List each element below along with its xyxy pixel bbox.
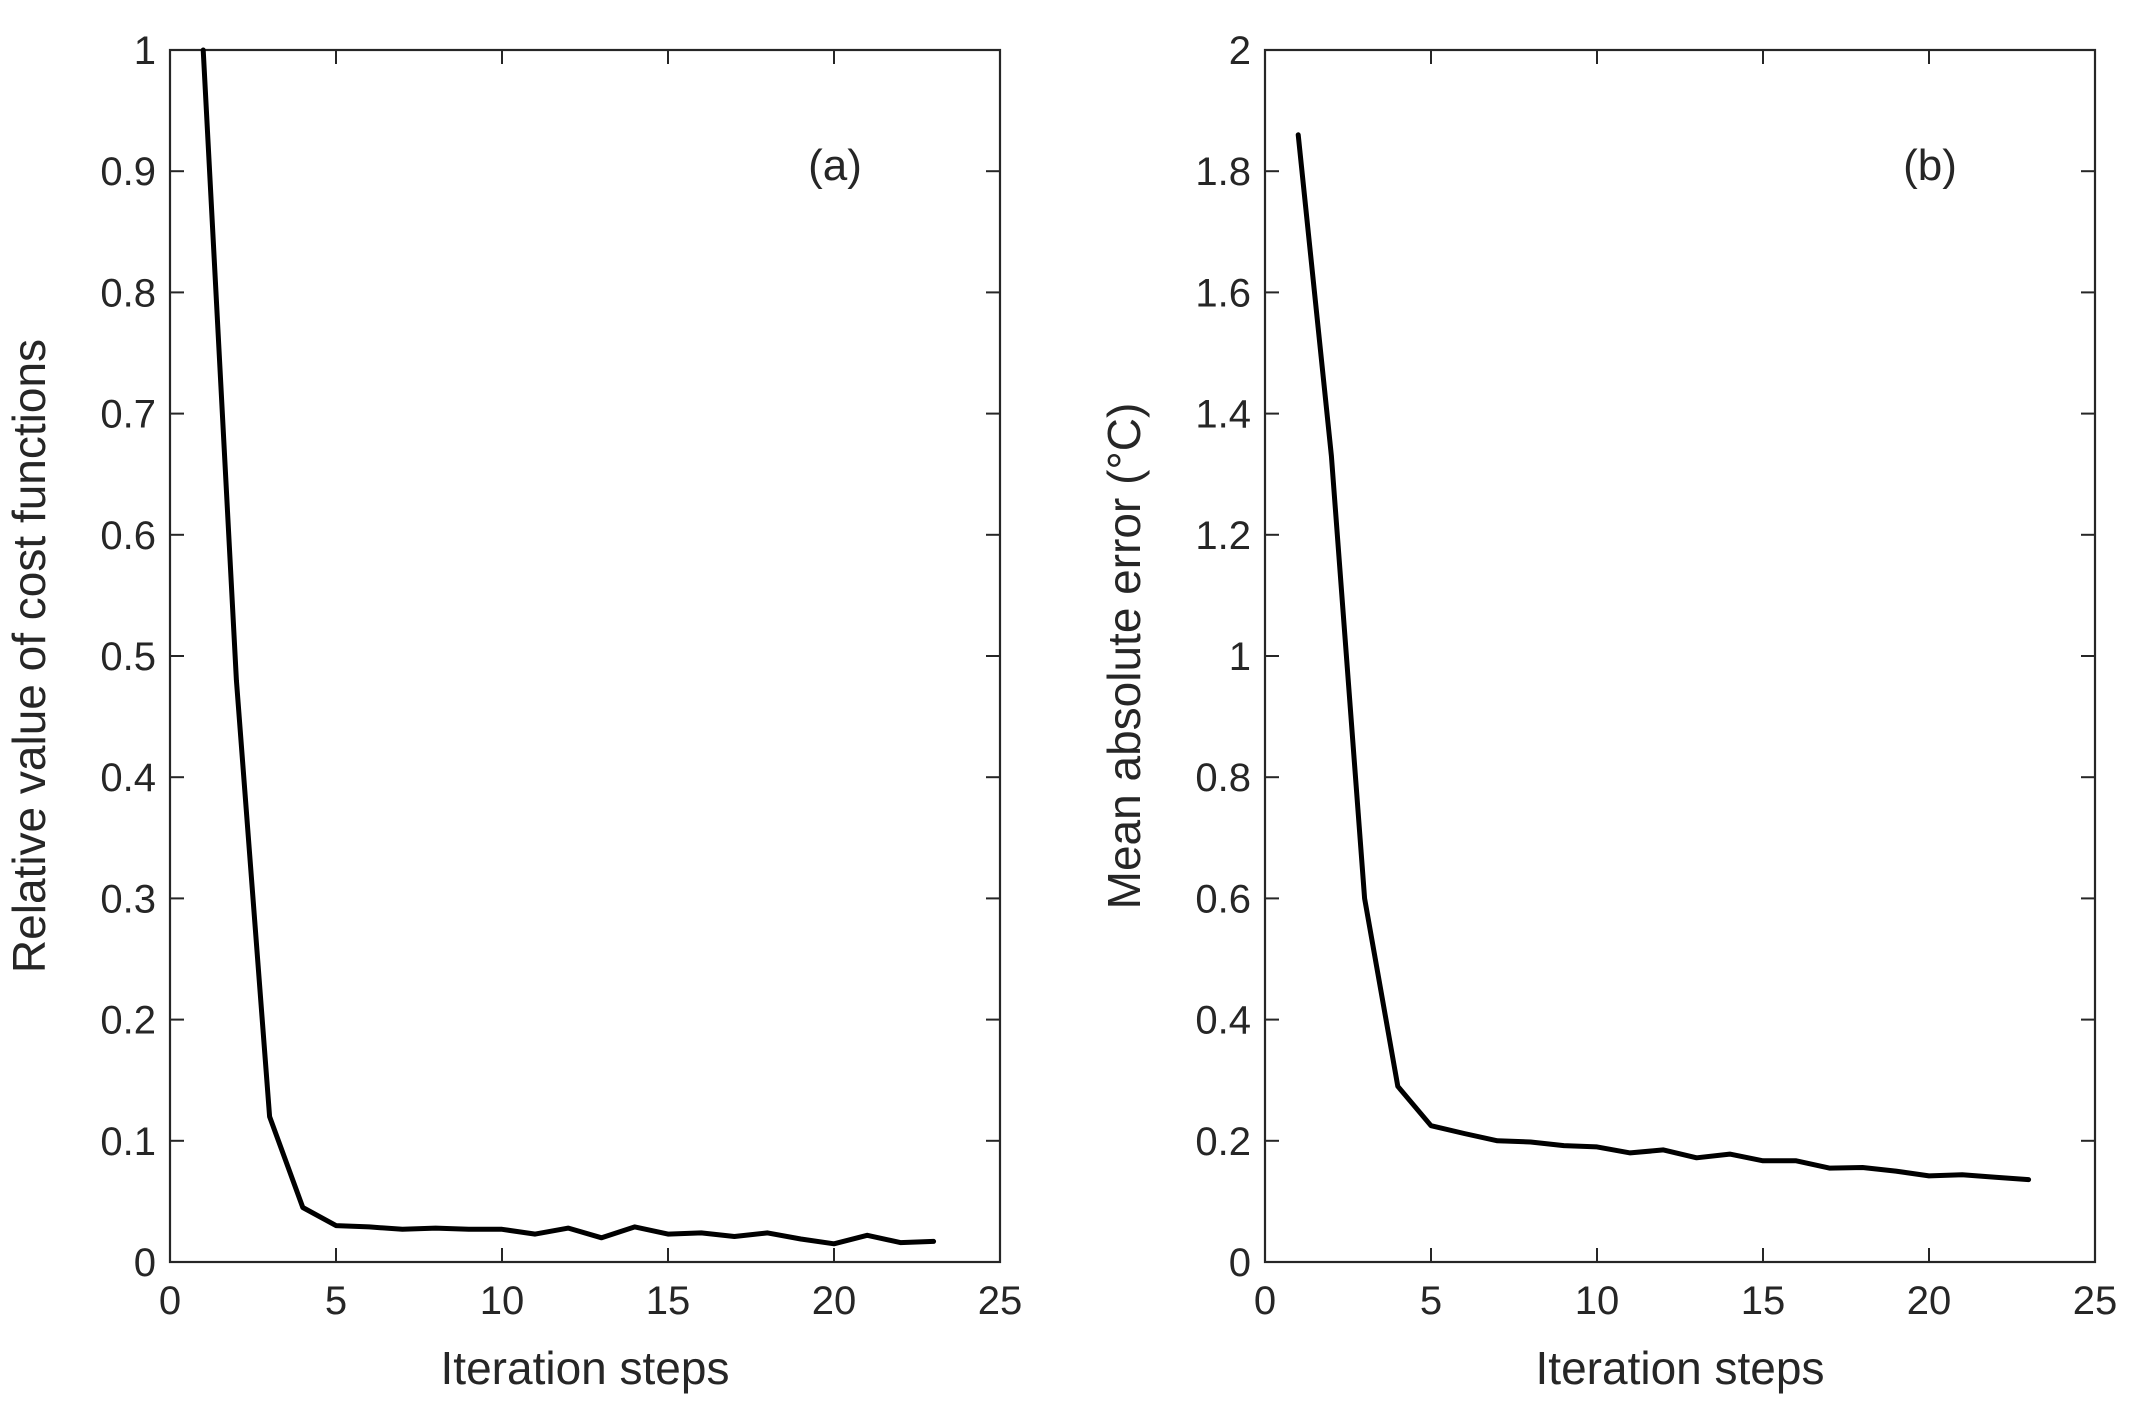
- data-point: [2026, 1177, 2031, 1182]
- data-point: [1860, 1165, 1865, 1170]
- panel-label: (b): [1903, 141, 1957, 190]
- y-tick-label: 0.6: [100, 514, 156, 558]
- plot-frame: [1263, 48, 2097, 1264]
- x-tick-label: 15: [646, 1279, 691, 1323]
- data-point: [1960, 1172, 1965, 1177]
- data-point: [1595, 1144, 1600, 1149]
- data-point: [433, 1226, 438, 1231]
- data-point: [765, 1230, 770, 1235]
- data-point: [367, 1224, 372, 1229]
- y-tick-label: 0.4: [100, 756, 156, 800]
- x-axis-label: Iteration steps: [1536, 1342, 1825, 1394]
- x-tick-label: 25: [978, 1279, 1023, 1323]
- y-tick-label: 0.2: [100, 999, 156, 1043]
- y-tick-label: 1: [134, 29, 156, 73]
- data-point: [1296, 132, 1301, 137]
- x-tick-label: 10: [480, 1279, 525, 1323]
- data-point: [898, 1240, 903, 1245]
- y-tick-label: 0: [1229, 1241, 1251, 1285]
- data-point: [832, 1241, 837, 1246]
- data-point: [533, 1232, 538, 1237]
- y-tick-label: 1: [1229, 635, 1251, 679]
- data-point: [1462, 1131, 1467, 1136]
- x-tick-label: 0: [159, 1279, 181, 1323]
- y-tick-label: 0: [134, 1241, 156, 1285]
- data-point: [334, 1223, 339, 1228]
- data-point: [566, 1226, 571, 1231]
- y-tick-label: 2: [1229, 29, 1251, 73]
- data-point: [300, 1205, 305, 1210]
- data-point: [865, 1233, 870, 1238]
- y-tick-label: 0.6: [1195, 877, 1251, 921]
- data-point: [931, 1239, 936, 1244]
- data-point: [599, 1235, 604, 1240]
- data-point: [1827, 1166, 1832, 1171]
- y-axis-label: Relative value of cost functions: [3, 339, 55, 973]
- data-point: [699, 1230, 704, 1235]
- data-point: [1794, 1158, 1799, 1163]
- data-point: [1628, 1150, 1633, 1155]
- x-tick-label: 5: [1420, 1279, 1442, 1323]
- x-tick-label: 5: [325, 1279, 347, 1323]
- x-tick-label: 25: [2073, 1279, 2118, 1323]
- data-point: [267, 1114, 272, 1119]
- data-point: [1362, 896, 1367, 901]
- data-point: [1561, 1143, 1566, 1148]
- data-point: [1927, 1173, 1932, 1178]
- y-tick-label: 0.4: [1195, 999, 1251, 1043]
- y-tick-label: 1.6: [1195, 271, 1251, 315]
- data-point: [1761, 1158, 1766, 1163]
- x-tick-label: 20: [812, 1279, 857, 1323]
- x-axis-label: Iteration steps: [441, 1342, 730, 1394]
- x-tick-label: 10: [1575, 1279, 1620, 1323]
- plot-frame: [168, 48, 1002, 1264]
- data-point: [234, 678, 239, 683]
- data-point: [1429, 1123, 1434, 1128]
- y-axis-label: Mean absolute error (°C): [1098, 403, 1150, 910]
- data-point: [1993, 1175, 1998, 1180]
- data-point: [632, 1224, 637, 1229]
- y-tick-label: 0.8: [100, 271, 156, 315]
- data-point: [466, 1227, 471, 1232]
- y-tick-label: 0.5: [100, 635, 156, 679]
- data-point: [201, 48, 206, 53]
- y-tick-label: 1.4: [1195, 393, 1251, 437]
- x-tick-label: 0: [1254, 1279, 1276, 1323]
- data-point: [732, 1234, 737, 1239]
- data-point: [1395, 1084, 1400, 1089]
- y-tick-label: 0.8: [1195, 756, 1251, 800]
- data-point: [1893, 1169, 1898, 1174]
- y-tick-label: 0.1: [100, 1120, 156, 1164]
- y-tick-label: 1.8: [1195, 150, 1251, 194]
- data-point: [1329, 454, 1334, 459]
- data-point: [400, 1227, 405, 1232]
- data-point: [666, 1232, 671, 1237]
- series-line: [200, 47, 937, 1247]
- y-tick-label: 0.2: [1195, 1120, 1251, 1164]
- data-point: [500, 1227, 505, 1232]
- panel-label: (a): [808, 141, 862, 190]
- data-point: [1495, 1138, 1500, 1143]
- y-tick-label: 0.3: [100, 877, 156, 921]
- data-point: [1727, 1152, 1732, 1157]
- data-point: [1661, 1147, 1666, 1152]
- y-tick-label: 0.9: [100, 150, 156, 194]
- x-tick-label: 15: [1741, 1279, 1786, 1323]
- panel-b: 0 5 10 15 20 25 0 0.2 0.4 0.6 0.8 1 1.2 1.4 1.6 1.8 2 Ite…: [1098, 29, 2117, 1394]
- y-tick-label: 0.7: [100, 393, 156, 437]
- data-point: [798, 1236, 803, 1241]
- x-tick-label: 20: [1907, 1279, 1952, 1323]
- y-tick-label: 1.2: [1195, 514, 1251, 558]
- data-point: [1528, 1140, 1533, 1145]
- panel-a: 0 5 10 15 20 25 0 0.1 0.2 0.3 0.4 0.5 0.6 0.7 0.8 0.9 1 I…: [3, 29, 1022, 1394]
- series-line: [1295, 132, 2032, 1183]
- data-point: [1694, 1155, 1699, 1160]
